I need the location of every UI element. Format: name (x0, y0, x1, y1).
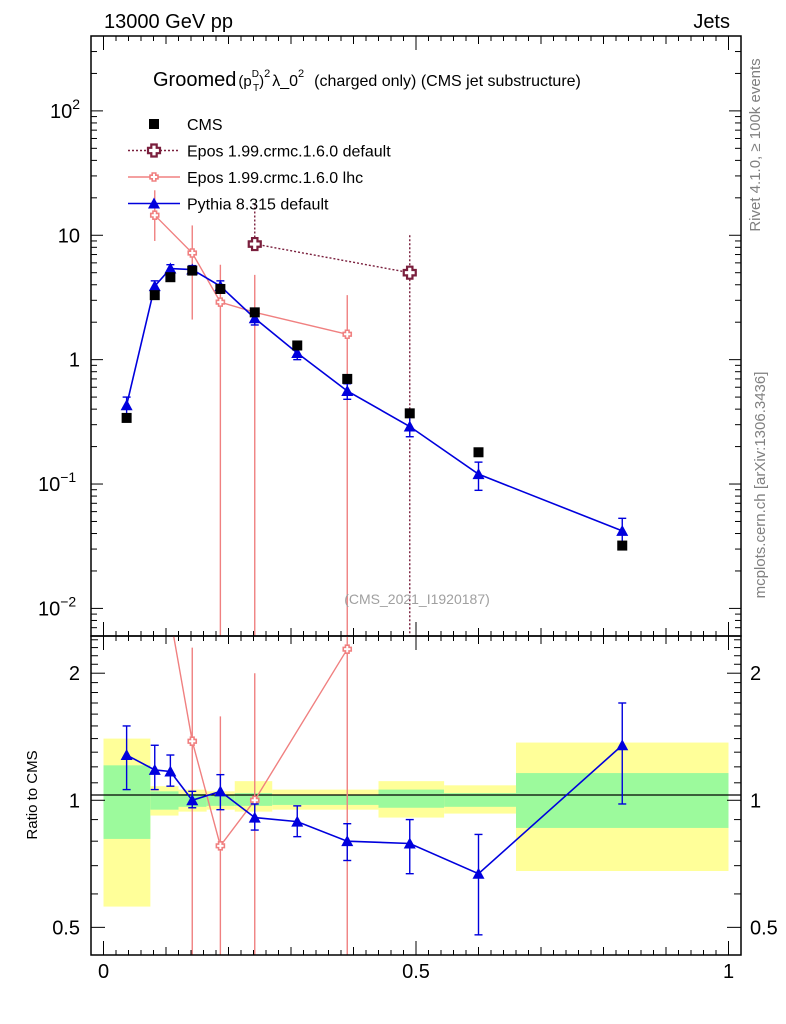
cms-point-10 (617, 540, 628, 551)
ratio-y-tick-label-1: 1 (69, 790, 80, 812)
analysis-reference: (CMS_2021_I1920187) (344, 591, 490, 607)
mcplots-reference-label: mcplots.cern.ch [arXiv:1306.3436] (752, 372, 769, 599)
pythia-point-1 (148, 280, 161, 292)
pythia-point-6 (291, 347, 304, 359)
y-tick-label-2: 1 (69, 350, 80, 372)
ratio-band-inner-6 (378, 789, 445, 808)
epos-default-point-1 (402, 265, 417, 280)
pythia-point-7 (341, 384, 354, 396)
y-tick-label-3: 10 (58, 225, 80, 247)
ratio-y-tick-label-right-0: 0.5 (750, 917, 778, 939)
ratio-y-axis: 0.5 0.5 1 1 2 2 (52, 639, 778, 939)
ratio-y-tick-label-right-2: 2 (750, 663, 761, 685)
category-label: Jets (693, 11, 730, 33)
cms-point-8 (404, 408, 415, 419)
legend-marker-cms (149, 119, 159, 129)
legend-label-pythia: Pythia 8.315 default (187, 197, 329, 214)
ratio-pythia-point-2 (164, 765, 177, 777)
ratio-pythia-point-9 (472, 867, 485, 879)
legend-label-cms: CMS (187, 117, 223, 134)
pythia-line (125, 267, 623, 532)
y-tick-label-0: 10−2 (38, 593, 76, 620)
plot-title: Groomed (pD T)2 λ_02 (charged only) (CMS jet… (153, 68, 581, 94)
ratio-pythia-point-4 (214, 785, 227, 797)
legend-label-epos_default: Epos 1.99.crmc.1.6.0 default (187, 144, 391, 161)
pythia-point-8 (403, 420, 416, 432)
legend-marker-epos_lhc (149, 172, 159, 182)
energy-label: 13000 GeV pp (104, 11, 233, 33)
legend-label-epos_lhc: Epos 1.99.crmc.1.6.0 lhc (187, 170, 363, 187)
epos-lhc-point-1 (187, 248, 198, 258)
cms-point-2 (165, 272, 176, 283)
pythia-point-9 (472, 468, 485, 480)
main-series-layer (120, 190, 629, 636)
cms-point-1 (149, 290, 160, 301)
pythia-point-0 (120, 399, 133, 411)
pythia-point-5 (248, 312, 261, 324)
ratio-pythia-point-1 (148, 763, 161, 775)
cms-point-7 (342, 373, 353, 384)
cms-point-9 (473, 447, 484, 458)
pythia-point-10 (616, 524, 629, 536)
cms-point-4 (215, 283, 226, 294)
ratio-y-tick-label-2: 2 (69, 663, 80, 685)
y-tick-label-1: 10−1 (38, 469, 76, 496)
ratio-pythia-point-8 (403, 837, 416, 849)
ratio-y-axis-label: Ratio to CMS (24, 750, 41, 839)
ratio-series-layer (120, 636, 629, 955)
ratio-epos-lhc-point-4 (342, 644, 353, 654)
epos-lhc-point-4 (342, 329, 353, 340)
ratio-pythia-point-10 (616, 739, 629, 751)
pythia-point-2 (164, 262, 177, 274)
y-tick-label-4: 102 (50, 96, 80, 123)
legend-marker-pythia (148, 197, 160, 209)
ratio-band-inner-5 (272, 794, 379, 805)
ratio-pythia-point-7 (341, 835, 354, 847)
cms-point-5 (249, 307, 260, 318)
epos-default-point-0 (247, 236, 262, 252)
ratio-band-inner-1 (150, 791, 179, 810)
ratio-band-inner-7 (444, 793, 516, 807)
ratio-y-tick-label-0: 0.5 (52, 917, 80, 939)
x-tick-label-0: 0 (98, 961, 109, 983)
legend: CMS Epos 1.99.crmc.1.6.0 default Epos 1.99… (128, 117, 391, 214)
x-tick-label-2: 1 (723, 961, 734, 983)
epos-default-line (254, 243, 410, 274)
ratio-epos-lhc-point-1 (187, 736, 198, 747)
epos-lhc-point-0 (149, 210, 160, 220)
ratio-pythia-point-3 (186, 794, 199, 806)
ratio-uncertainty-bands (103, 738, 729, 907)
ratio-y-tick-label-right-1: 1 (750, 790, 761, 812)
ratio-epos-lhc-point-2 (215, 841, 226, 851)
ratio-pythia-point-5 (248, 811, 261, 823)
epos-lhc-point-2 (215, 297, 226, 307)
x-tick-label-1: 0.5 (402, 961, 430, 983)
rivet-version-label: Rivet 4.1.0, ≥ 100k events (747, 58, 764, 231)
ratio-pythia-point-0 (120, 749, 133, 761)
legend-marker-epos_default (146, 143, 162, 158)
x-axis: 0 0.5 1 (98, 36, 734, 983)
ratio-pythia-point-6 (291, 815, 304, 827)
cms-point-6 (292, 340, 303, 351)
cms-point-0 (121, 412, 132, 423)
cms-point-3 (187, 265, 198, 276)
